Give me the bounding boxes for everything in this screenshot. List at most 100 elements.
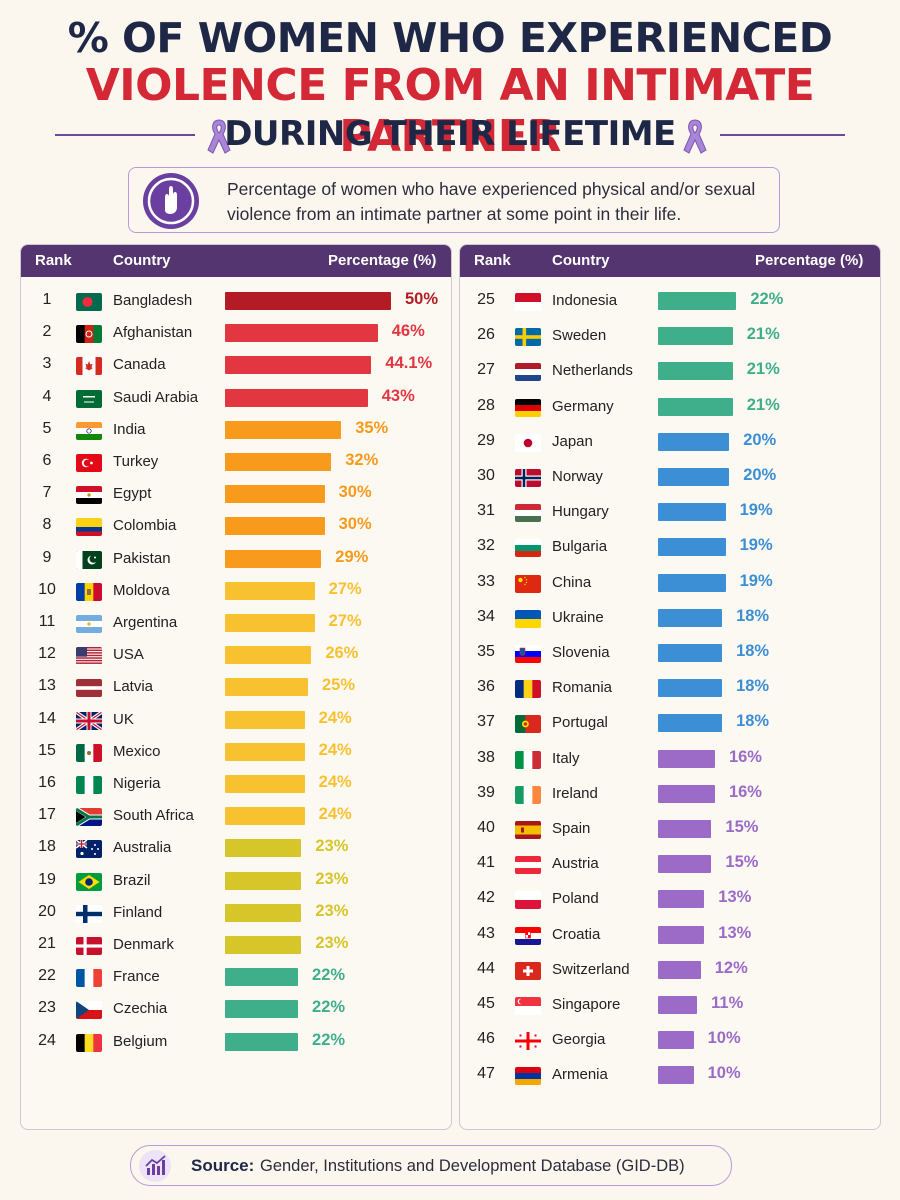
country-cell: Nigeria: [113, 775, 161, 792]
bar-argentina: [225, 614, 315, 632]
rank-cell: 17: [38, 806, 56, 824]
rank-cell: 15: [38, 741, 56, 759]
country-cell: Croatia: [552, 925, 601, 943]
bar-denmark: [225, 936, 302, 954]
table-row: 42 Poland 13%: [460, 884, 880, 914]
percentage-header: Percentage (%): [755, 252, 864, 269]
bar-nigeria: [225, 775, 305, 793]
flag-mexico-icon: [76, 743, 102, 762]
source-footer: Source: Gender, Institutions and Develop…: [130, 1145, 732, 1186]
table-row: 30 Norway 20%: [460, 462, 880, 492]
rank-cell: 4: [42, 387, 52, 405]
rank-cell: 9: [42, 548, 52, 566]
flag-ukraine-icon: [515, 609, 541, 628]
country-cell: Slovenia: [552, 644, 610, 661]
rank-cell: 46: [477, 1030, 495, 1048]
percentage-label: 23%: [315, 869, 349, 888]
percentage-label: 24%: [318, 773, 352, 791]
table-row: 43 Croatia 13%: [460, 920, 880, 950]
description-text: Percentage of women who have experienced…: [227, 177, 767, 227]
table-row: 36 Romania 18%: [460, 673, 880, 703]
percentage-label: 18%: [736, 642, 770, 660]
bar-japan: [658, 432, 730, 451]
rank-cell: 36: [477, 678, 495, 696]
table-row: 24 Belgium 22%: [21, 1027, 451, 1057]
table-row: 12 USA 26%: [21, 640, 451, 670]
percentage-label: 20%: [743, 466, 777, 484]
bar-sweden: [658, 327, 733, 346]
rank-cell: 23: [38, 999, 56, 1017]
bar-bulgaria: [658, 538, 726, 557]
percentage-label: 21%: [746, 325, 780, 344]
bar-portugal: [658, 714, 723, 733]
country-cell: Singapore: [552, 996, 621, 1013]
flag-india-icon: [76, 421, 102, 440]
rank-cell: 30: [477, 467, 495, 484]
flag-china-icon: [515, 574, 541, 593]
table-row: 34 Ukraine 18%: [460, 603, 880, 633]
percentage-label: 21%: [746, 360, 780, 379]
percentage-label: 35%: [355, 418, 389, 437]
country-cell: Turkey: [113, 453, 159, 470]
country-cell: Italy: [552, 749, 580, 767]
percentage-label: 43%: [381, 386, 415, 405]
bar-pakistan: [225, 549, 322, 568]
bar-hungary: [658, 503, 726, 522]
percentage-label: 26%: [325, 644, 359, 663]
country-cell: China: [552, 573, 592, 591]
bar-singapore: [658, 996, 698, 1014]
flag-saudi-arabia-icon: [76, 389, 102, 408]
country-cell: Latvia: [113, 678, 154, 696]
flag-south-africa-icon: [76, 808, 102, 827]
table-row: 26 Sweden 21%: [460, 321, 880, 351]
country-cell: Portugal: [552, 714, 608, 732]
bar-croatia: [658, 925, 705, 944]
percentage-label: 19%: [739, 571, 773, 590]
flag-latvia-icon: [76, 679, 102, 698]
flag-usa-icon: [76, 647, 102, 666]
country-cell: Argentina: [113, 614, 178, 631]
country-cell: Armenia: [552, 1066, 608, 1084]
flag-netherlands-icon: [515, 363, 541, 382]
table-row: 2 Afghanistan 46%: [21, 318, 451, 348]
flag-portugal-icon: [515, 715, 541, 734]
country-cell: Saudi Arabia: [113, 388, 199, 406]
percentage-label: 16%: [728, 747, 762, 766]
bar-chart-icon: [139, 1150, 171, 1182]
bar-armenia: [658, 1066, 694, 1085]
bar-afghanistan: [225, 324, 378, 343]
table-header: Rank Country Percentage (%): [460, 245, 880, 277]
bar-bangladesh: [225, 292, 391, 310]
source-label: Source:: [191, 1156, 255, 1175]
percentage-label: 15%: [725, 853, 759, 872]
table-row: 3 Canada 44.1%: [21, 350, 451, 380]
rank-cell: 42: [477, 889, 495, 907]
country-cell: Ukraine: [552, 608, 604, 626]
flag-austria-icon: [515, 856, 541, 875]
flag-colombia-icon: [76, 518, 102, 537]
country-cell: Pakistan: [113, 549, 171, 567]
title-line-1: % OF WOMEN WHO EXPERIENCED: [67, 14, 833, 62]
flag-ireland-icon: [515, 785, 541, 804]
table-row: 11 Argentina 27%: [21, 608, 451, 638]
table-row: 35 Slovenia 18%: [460, 638, 880, 668]
title-divider-left: [55, 134, 195, 136]
country-cell: Belgium: [113, 1032, 168, 1050]
flag-hungary-icon: [515, 504, 541, 523]
rank-cell: 32: [477, 537, 495, 555]
country-cell: Finland: [113, 903, 163, 921]
percentage-label: 24%: [318, 740, 352, 759]
percentage-label: 23%: [315, 901, 349, 920]
bar-uk: [225, 710, 305, 729]
country-cell: UK: [113, 710, 134, 728]
bar-egypt: [225, 485, 325, 504]
table-row: 1 Bangladesh 50%: [21, 286, 451, 316]
percentage-label: 11%: [711, 994, 744, 1012]
table-row: 23 Czechia 22%: [21, 994, 451, 1024]
rank-cell: 44: [477, 959, 495, 977]
bar-india: [225, 420, 342, 439]
table-row: 17 South Africa 24%: [21, 801, 451, 831]
flag-switzerland-icon: [515, 961, 541, 980]
bar-italy: [658, 749, 715, 768]
bar-ukraine: [658, 608, 723, 627]
